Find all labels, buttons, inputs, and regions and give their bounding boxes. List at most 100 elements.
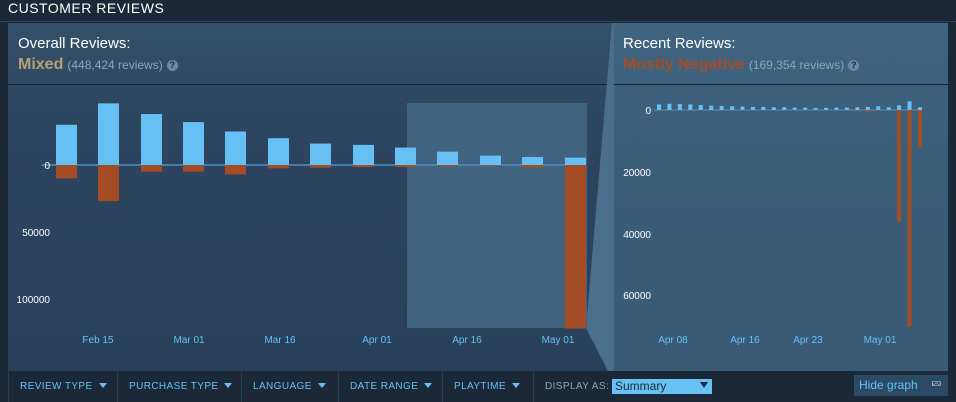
overall-divider [8, 84, 614, 85]
negative-bar[interactable] [907, 110, 912, 327]
chevron-down-icon [98, 383, 107, 388]
help-icon[interactable]: ? [848, 60, 860, 71]
positive-bar[interactable] [824, 107, 829, 110]
negative-bar[interactable] [918, 110, 922, 148]
positive-bar[interactable] [897, 105, 902, 110]
playtime-filter[interactable]: PLAYTIME [454, 372, 520, 402]
positive-bar[interactable] [813, 107, 818, 110]
chevron-double-up-icon: ⮹ [930, 376, 942, 392]
positive-bar[interactable] [792, 107, 797, 110]
positive-bar[interactable] [225, 131, 246, 166]
negative-bar[interactable] [480, 165, 501, 166]
filter-divider [533, 372, 534, 402]
negative-bar[interactable] [353, 165, 374, 168]
recent-divider [614, 84, 948, 85]
x-tick-label: Apr 08 [658, 335, 688, 346]
positive-bar[interactable] [918, 107, 922, 110]
positive-bar[interactable] [771, 107, 776, 110]
positive-bar[interactable] [141, 114, 162, 165]
negative-bar[interactable] [437, 165, 458, 167]
positive-bar[interactable] [688, 104, 693, 110]
negative-bar[interactable] [565, 165, 586, 329]
x-tick-label: May 01 [542, 335, 575, 346]
filter-divider [117, 372, 118, 402]
positive-bar[interactable] [667, 103, 672, 110]
filter-divider [442, 372, 443, 402]
positive-bar[interactable] [907, 101, 912, 110]
negative-bar[interactable] [522, 165, 543, 168]
negative-bar[interactable] [98, 165, 119, 202]
positive-bar[interactable] [657, 104, 661, 110]
x-tick-label: Apr 01 [362, 335, 392, 346]
negative-bar[interactable] [865, 110, 870, 113]
positive-bar[interactable] [719, 105, 724, 110]
positive-bar[interactable] [565, 157, 586, 165]
positive-bar[interactable] [834, 107, 839, 110]
review-type-filter[interactable]: REVIEW TYPE [20, 372, 107, 402]
display-as-label: DISPLAY AS: [545, 381, 610, 392]
positive-bar[interactable] [803, 107, 808, 110]
positive-bar[interactable] [395, 147, 416, 165]
positive-bar[interactable] [844, 107, 849, 110]
positive-bar[interactable] [677, 104, 682, 110]
x-tick-label: Mar 01 [173, 335, 205, 346]
overall-verdict[interactable]: Mixed [18, 56, 64, 73]
filter-bar: REVIEW TYPE PURCHASE TYPE LANGUAGE DATE … [8, 372, 948, 402]
y-tick-label: 20000 [623, 168, 651, 179]
chevron-down-icon [424, 383, 433, 388]
positive-bar[interactable] [876, 106, 881, 110]
positive-bar[interactable] [98, 103, 119, 165]
positive-bar[interactable] [183, 122, 204, 165]
overall-review-summary: Mixed (448,424 reviews)? [18, 56, 178, 74]
date-range-filter[interactable]: DATE RANGE [350, 372, 433, 402]
negative-bar[interactable] [268, 165, 289, 169]
negative-bar[interactable] [855, 110, 860, 112]
positive-bar[interactable] [522, 156, 543, 165]
playtime-label: PLAYTIME [454, 381, 506, 392]
positive-bar[interactable] [437, 151, 458, 165]
chevron-down-icon [317, 383, 326, 388]
positive-bar[interactable] [855, 107, 860, 110]
overall-reviews-label: Overall Reviews: [18, 35, 131, 52]
chevron-down-icon [511, 383, 520, 388]
positive-bar[interactable] [782, 107, 787, 110]
x-tick-label: Mar 16 [264, 335, 296, 346]
x-tick-label: Apr 16 [452, 335, 482, 346]
negative-bar[interactable] [876, 110, 881, 111]
positive-bar[interactable] [268, 138, 289, 165]
positive-bar[interactable] [353, 144, 374, 165]
display-as-select[interactable]: Summary [612, 379, 712, 394]
positive-bar[interactable] [750, 106, 755, 110]
positive-bar[interactable] [740, 106, 745, 110]
chevron-down-icon [700, 382, 708, 388]
negative-bar[interactable] [141, 165, 162, 172]
negative-bar[interactable] [897, 110, 902, 222]
y-tick-label: 60000 [623, 291, 651, 302]
positive-bar[interactable] [56, 124, 77, 165]
language-filter[interactable]: LANGUAGE [253, 372, 326, 402]
help-icon[interactable]: ? [166, 60, 178, 71]
positive-bar[interactable] [730, 106, 735, 110]
negative-bar[interactable] [183, 165, 204, 172]
positive-bar[interactable] [709, 105, 714, 110]
negative-bar[interactable] [395, 165, 416, 168]
positive-bar[interactable] [865, 106, 870, 110]
purchase-type-filter[interactable]: PURCHASE TYPE [129, 372, 233, 402]
y-tick-label: 100000 [17, 295, 51, 306]
date-range-label: DATE RANGE [350, 381, 419, 392]
recent-verdict[interactable]: Mostly Negative [623, 56, 745, 73]
positive-bar[interactable] [480, 155, 501, 165]
positive-bar[interactable] [886, 107, 891, 110]
negative-bar[interactable] [56, 165, 77, 179]
y-tick-label: 50000 [22, 228, 50, 239]
positive-bar[interactable] [310, 143, 331, 165]
positive-bar[interactable] [761, 106, 766, 110]
negative-bar[interactable] [225, 165, 246, 175]
recent-reviews-box [614, 23, 948, 371]
section-title: CUSTOMER REVIEWS [8, 0, 165, 16]
negative-bar[interactable] [310, 165, 331, 168]
positive-bar[interactable] [698, 105, 703, 110]
hide-graph-button[interactable]: Hide graph ⮹ [854, 375, 948, 396]
x-tick-label: May 01 [864, 335, 897, 346]
